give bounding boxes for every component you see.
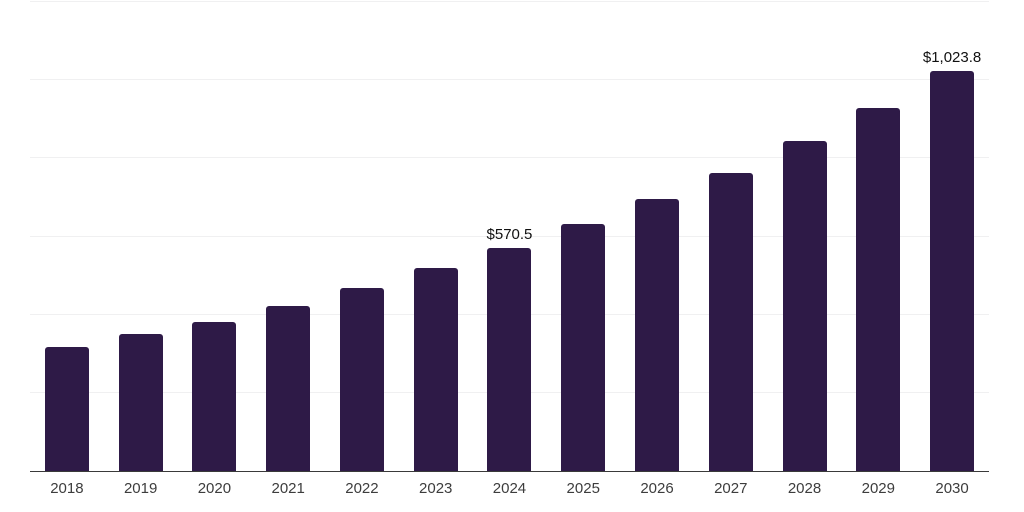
bar-2022 (339, 288, 384, 471)
bars: $570.5 $1,023.8 (30, 2, 989, 471)
bar-2030: $1,023.8 (923, 49, 981, 471)
plot-area: $570.5 $1,023.8 (30, 1, 989, 472)
x-axis-labels: 2018 2019 2020 2021 2022 2023 2024 2025 2026 2027… (30, 473, 989, 497)
x-tick-label-2025: 2025 (566, 480, 600, 497)
bar-band-2021 (251, 2, 325, 471)
bar-2020 (192, 322, 237, 471)
x-tick-label-2029: 2029 (861, 480, 895, 497)
bar-band-2023 (399, 2, 473, 471)
gridline-1000 (30, 79, 989, 81)
bar-2025 (561, 224, 606, 471)
bar-band-2026 (620, 2, 694, 471)
x-tick-label-2022: 2022 (345, 480, 379, 497)
bar-band-2027 (694, 2, 768, 471)
bar-2018 (44, 346, 89, 471)
bar-2029 (856, 107, 901, 471)
x-tick-label-2021: 2021 (271, 480, 305, 497)
bar-band-2024: $570.5 (473, 2, 547, 471)
bar-band-2019 (104, 2, 178, 471)
gridline-600 (30, 235, 989, 237)
bar-band-2028 (768, 2, 842, 471)
x-tick-label-2019: 2019 (123, 480, 158, 497)
x-tick-label-2018: 2018 (50, 480, 84, 497)
bar-2026 (635, 198, 679, 471)
bar-2024: $570.5 (487, 226, 532, 471)
bar-band-2030: $1,023.8 (915, 2, 989, 471)
x-tick-label-2024: 2024 (492, 480, 527, 497)
bar-2021 (266, 306, 311, 471)
value-label-2024: $570.5 (486, 226, 533, 244)
bar-2028 (782, 140, 827, 471)
bar-2027 (708, 173, 753, 471)
bar-band-2025 (546, 2, 620, 471)
x-tick-label-2023: 2023 (419, 480, 453, 497)
bar-band-2022 (325, 2, 399, 471)
gridline-800 (30, 157, 989, 159)
bar-band-2020 (178, 2, 252, 471)
bar-band-2029 (841, 2, 915, 471)
x-tick-label-2027: 2027 (714, 480, 748, 497)
gridline-1200 (30, 1, 989, 2)
bar-band-2018 (30, 2, 104, 471)
x-tick-label-2030: 2030 (935, 480, 969, 497)
bar-2023 (413, 267, 458, 471)
x-tick-label-2020: 2020 (197, 480, 232, 497)
x-tick-label-2026: 2026 (640, 480, 674, 497)
x-tick-label-2028: 2028 (787, 480, 822, 497)
value-label-2030: $1,023.8 (922, 48, 982, 66)
bar-2019 (118, 334, 163, 471)
